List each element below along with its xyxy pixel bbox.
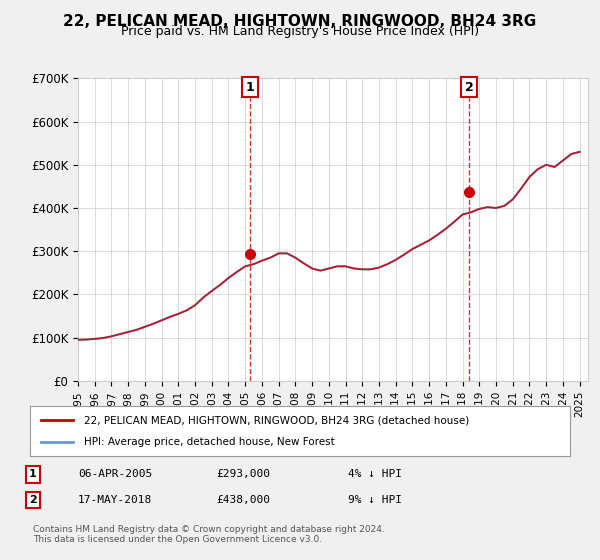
Text: HPI: Average price, detached house, New Forest: HPI: Average price, detached house, New …	[84, 437, 335, 447]
Text: 22, PELICAN MEAD, HIGHTOWN, RINGWOOD, BH24 3RG: 22, PELICAN MEAD, HIGHTOWN, RINGWOOD, BH…	[64, 14, 536, 29]
Text: Price paid vs. HM Land Registry's House Price Index (HPI): Price paid vs. HM Land Registry's House …	[121, 25, 479, 38]
Text: 2: 2	[29, 495, 37, 505]
Text: 2: 2	[464, 81, 473, 94]
Text: Contains HM Land Registry data © Crown copyright and database right 2024.
This d: Contains HM Land Registry data © Crown c…	[33, 525, 385, 544]
Text: 4% ↓ HPI: 4% ↓ HPI	[348, 469, 402, 479]
Text: 1: 1	[245, 81, 254, 94]
Text: £293,000: £293,000	[216, 469, 270, 479]
Text: 22, PELICAN MEAD, HIGHTOWN, RINGWOOD, BH24 3RG (detached house): 22, PELICAN MEAD, HIGHTOWN, RINGWOOD, BH…	[84, 415, 469, 425]
Text: £438,000: £438,000	[216, 495, 270, 505]
Text: 17-MAY-2018: 17-MAY-2018	[78, 495, 152, 505]
Text: 1: 1	[29, 469, 37, 479]
Text: 9% ↓ HPI: 9% ↓ HPI	[348, 495, 402, 505]
Text: 06-APR-2005: 06-APR-2005	[78, 469, 152, 479]
